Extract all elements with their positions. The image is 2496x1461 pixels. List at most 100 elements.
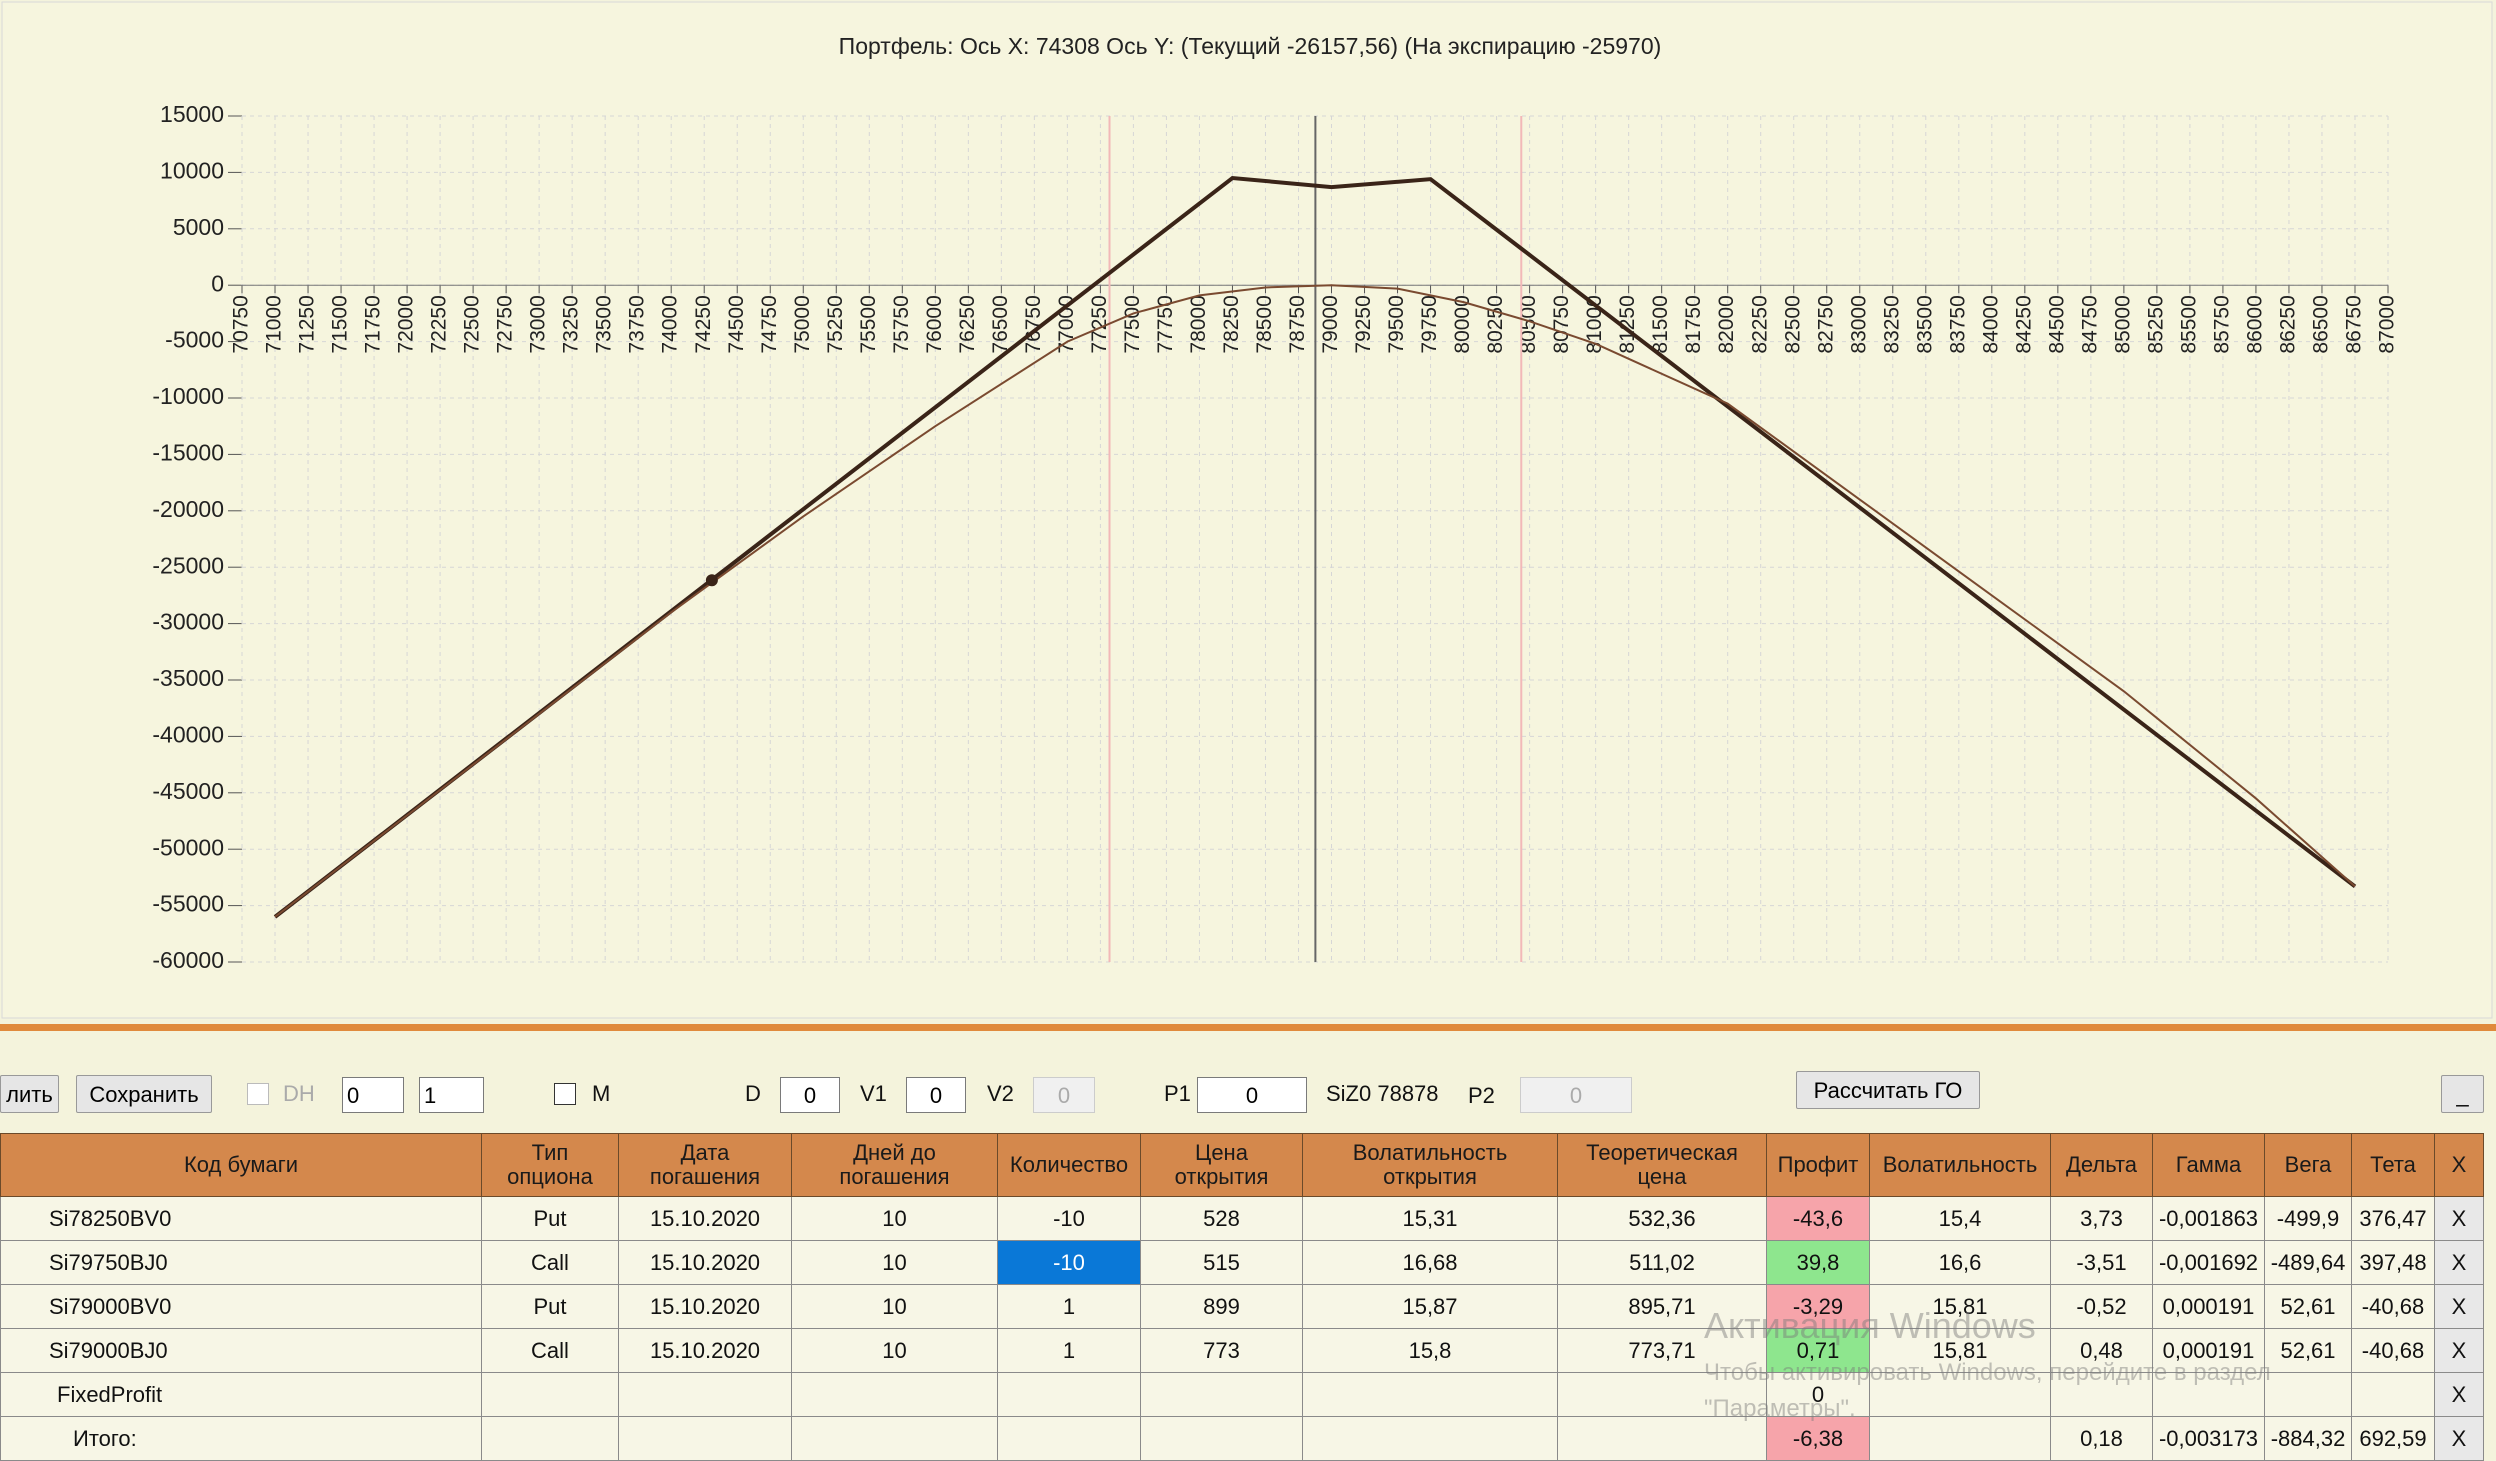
cell: 1 <box>997 1284 1141 1329</box>
y-tick-label: -25000 <box>152 552 224 578</box>
remove-button[interactable]: X <box>2434 1372 2484 1417</box>
column-header[interactable]: Дельта <box>2050 1133 2153 1197</box>
column-header[interactable]: Дней до погашения <box>791 1133 998 1197</box>
y-tick-label: -10000 <box>152 383 224 409</box>
x-tick-label: 72500 <box>461 295 484 353</box>
cell: -0,001863 <box>2152 1196 2265 1241</box>
cell: 3,73 <box>2050 1196 2153 1241</box>
cell: 10 <box>791 1196 998 1241</box>
x-tick-label: 82250 <box>1748 295 1771 353</box>
cell: 0 <box>1766 1372 1870 1417</box>
x-tick-label: 77750 <box>1154 295 1177 353</box>
remove-button[interactable]: X <box>2434 1284 2484 1329</box>
remove-button[interactable]: X <box>2434 1196 2484 1241</box>
x-tick-label: 73000 <box>527 295 550 353</box>
cell: Si79000BV0 <box>0 1284 482 1329</box>
cell: -0,52 <box>2050 1284 2153 1329</box>
x-tick-label: 80000 <box>1451 295 1474 353</box>
p1-input[interactable]: 0 <box>1197 1077 1307 1113</box>
column-header[interactable]: Вега <box>2264 1133 2352 1197</box>
v1-input[interactable]: 0 <box>906 1077 966 1113</box>
x-tick-label: 75750 <box>890 295 913 353</box>
d-input[interactable]: 0 <box>780 1077 840 1113</box>
spinner[interactable]: 1 <box>419 1077 484 1113</box>
dh-checkbox[interactable] <box>247 1083 269 1105</box>
cell: Put <box>481 1284 619 1329</box>
cell <box>481 1372 619 1417</box>
remove-button[interactable]: X <box>2434 1328 2484 1373</box>
cell: -40,68 <box>2351 1284 2435 1329</box>
cell: -3,29 <box>1766 1284 1870 1329</box>
x-tick-label: 76500 <box>989 295 1012 353</box>
table-row: Si79000BV0 Put 15.10.2020 10 1 899 15,87 895,71… <box>0 1284 2484 1329</box>
y-tick-label: -55000 <box>152 891 224 917</box>
p2-input[interactable]: 0 <box>1520 1077 1632 1113</box>
x-tick-label: 79250 <box>1352 295 1375 353</box>
y-tick-label: 15000 <box>160 101 224 127</box>
remove-button[interactable]: X <box>2434 1416 2484 1461</box>
ticker-label: SiZ0 78878 <box>1326 1081 1439 1106</box>
delete-button[interactable]: лить <box>0 1075 59 1113</box>
x-tick-label: 80250 <box>1484 295 1507 353</box>
cell: 376,47 <box>2351 1196 2435 1241</box>
cell: 16,68 <box>1302 1240 1558 1285</box>
cell <box>618 1416 792 1461</box>
column-header[interactable]: X <box>2434 1133 2484 1197</box>
x-tick-label: 75500 <box>857 295 880 353</box>
table-row: Si78250BV0 Put 15.10.2020 10 -10 528 15,31 532,… <box>0 1196 2484 1241</box>
cell <box>618 1372 792 1417</box>
x-tick-label: 70750 <box>230 295 253 353</box>
column-header[interactable]: Тета <box>2351 1133 2435 1197</box>
v2-input[interactable]: 0 <box>1033 1077 1095 1113</box>
y-tick-label: 5000 <box>173 214 224 240</box>
y-tick-label: -5000 <box>165 327 224 353</box>
splitter[interactable] <box>0 1024 2496 1031</box>
m-label: M <box>592 1081 611 1106</box>
column-header[interactable]: Код бумаги <box>0 1133 482 1197</box>
cell: 15.10.2020 <box>618 1196 792 1241</box>
x-tick-label: 80750 <box>1550 295 1573 353</box>
column-header[interactable]: Цена открытия <box>1140 1133 1303 1197</box>
cell: 773 <box>1140 1328 1303 1373</box>
x-tick-label: 86750 <box>2343 295 2366 353</box>
remove-button[interactable]: X <box>2434 1240 2484 1285</box>
x-tick-label: 82000 <box>1715 295 1738 353</box>
chart-title: Портфель: Ось X: 74308 Ось Y: (Текущий -… <box>839 33 1662 59</box>
cell: 0,000191 <box>2152 1284 2265 1329</box>
chart: Портфель: Ось X: 74308 Ось Y: (Текущий -… <box>1 1 2493 1019</box>
spinner[interactable]: 0 <box>342 1077 404 1113</box>
cell: Call <box>481 1240 619 1285</box>
x-tick-label: 71000 <box>263 295 286 353</box>
column-header[interactable]: Теоретическая цена <box>1557 1133 1767 1197</box>
column-header[interactable]: Количество <box>997 1133 1141 1197</box>
m-checkbox[interactable] <box>554 1083 576 1105</box>
x-tick-label: 76250 <box>956 295 979 353</box>
x-tick-label: 74250 <box>692 295 715 353</box>
series-line <box>273 175 2357 919</box>
cell: -3,51 <box>2050 1240 2153 1285</box>
cell: 52,61 <box>2264 1284 2352 1329</box>
cell <box>481 1416 619 1461</box>
x-tick-label: 86500 <box>2310 295 2333 353</box>
cell: FixedProfit <box>0 1372 482 1417</box>
v2-label: V2 <box>987 1081 1014 1106</box>
cell: 15,4 <box>1869 1196 2051 1241</box>
current-point <box>705 574 718 587</box>
column-header[interactable]: Волатильность <box>1869 1133 2051 1197</box>
cell <box>997 1416 1141 1461</box>
cell: 0,48 <box>2050 1328 2153 1373</box>
x-tick-label: 74500 <box>725 295 748 353</box>
column-header[interactable]: Гамма <box>2152 1133 2265 1197</box>
column-header[interactable]: Волатильность открытия <box>1302 1133 1558 1197</box>
minimize-button[interactable]: _ <box>2441 1075 2484 1113</box>
save-button[interactable]: Сохранить <box>76 1075 212 1113</box>
calc-button[interactable]: Рассчитать ГО <box>1796 1071 1980 1109</box>
column-header[interactable]: Профит <box>1766 1133 1870 1197</box>
column-header[interactable]: Тип опциона <box>481 1133 619 1197</box>
cell: 10 <box>791 1284 998 1329</box>
p1-label: P1 <box>1164 1081 1191 1106</box>
column-header[interactable]: Дата погашения <box>618 1133 792 1197</box>
x-tick-label: 81250 <box>1616 295 1639 353</box>
cell <box>1557 1372 1767 1417</box>
